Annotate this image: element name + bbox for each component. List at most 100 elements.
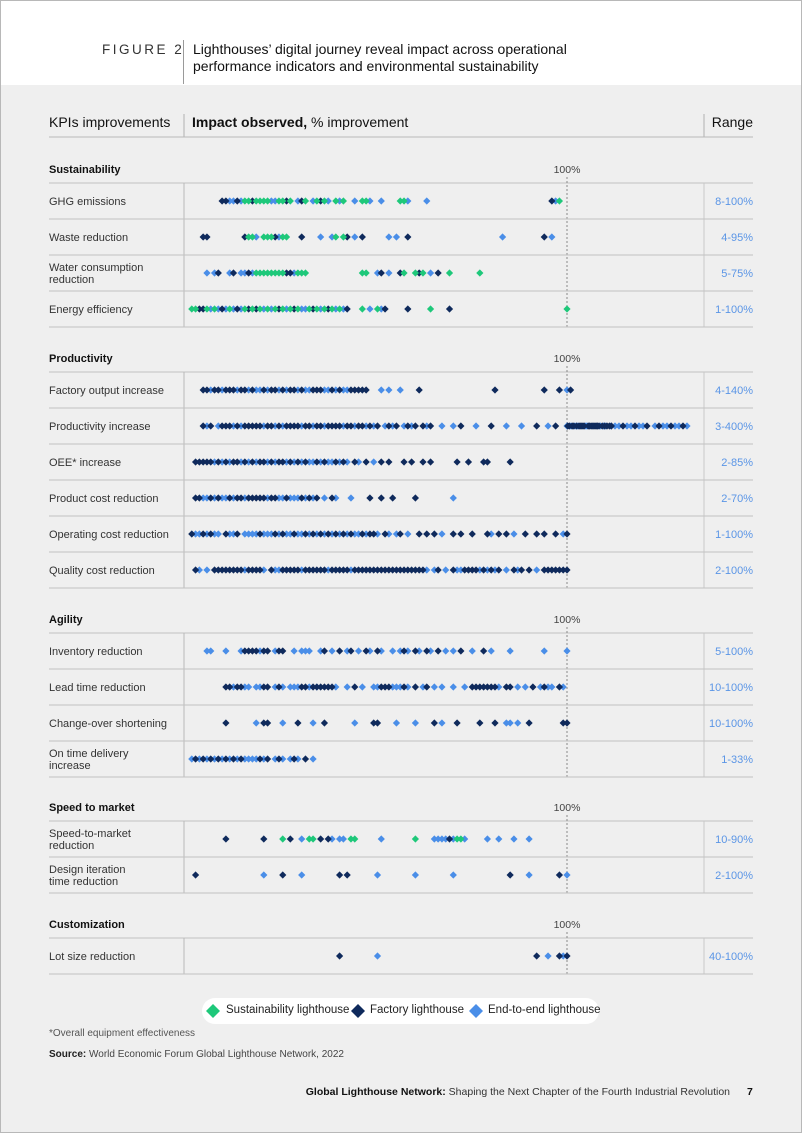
data-point-e2e <box>362 530 370 538</box>
data-point-sustainability <box>400 269 408 277</box>
data-point-factory <box>373 566 382 574</box>
source-label: Source: <box>49 1049 87 1060</box>
data-point-e2e <box>222 647 230 655</box>
data-point-factory <box>343 422 351 430</box>
data-point-factory <box>434 269 442 277</box>
data-point-factory <box>423 683 431 691</box>
data-point-sustainability <box>396 197 404 205</box>
data-point-factory <box>377 494 385 502</box>
data-point-sustainability <box>328 305 336 313</box>
data-point-factory <box>495 566 503 574</box>
data-point-e2e <box>506 719 514 727</box>
data-point-factory <box>237 683 245 691</box>
data-point-factory <box>313 566 321 574</box>
data-point-e2e <box>328 835 336 843</box>
data-point-sustainability <box>362 197 370 205</box>
data-point-e2e <box>438 422 446 430</box>
data-point-sustainability <box>286 197 294 205</box>
data-point-factory <box>282 197 291 205</box>
data-point-factory <box>408 458 416 466</box>
data-point-factory <box>199 305 207 313</box>
range-value: 40-100% <box>709 951 753 963</box>
data-point-factory <box>366 566 374 574</box>
data-point-factory <box>449 566 457 574</box>
data-point-factory <box>207 530 215 538</box>
data-point-e2e <box>279 422 287 430</box>
data-point-factory <box>555 683 564 691</box>
data-point-e2e <box>241 755 249 763</box>
data-point-factory <box>563 566 571 574</box>
data-point-sustainability <box>373 305 382 313</box>
data-point-e2e <box>343 647 351 655</box>
data-point-factory <box>309 305 317 313</box>
data-point-factory <box>286 269 294 277</box>
kpi-label: Energy efficiency <box>49 304 133 316</box>
data-point-e2e <box>675 422 683 430</box>
data-point-factory <box>233 197 241 205</box>
data-point-e2e <box>256 683 264 691</box>
data-point-factory <box>203 233 211 241</box>
data-point-sustainability <box>275 197 283 205</box>
data-point-factory <box>256 530 264 538</box>
data-point-sustainability <box>260 197 268 205</box>
data-point-sustainability <box>263 233 272 241</box>
data-point-factory <box>218 566 226 574</box>
data-point-factory <box>461 566 469 574</box>
data-point-e2e <box>218 494 226 502</box>
data-point-e2e <box>241 566 249 574</box>
data-point-factory <box>263 755 272 763</box>
data-point-e2e <box>203 494 211 502</box>
data-point-e2e <box>282 305 291 313</box>
data-point-factory <box>362 386 370 394</box>
range-value: 10-90% <box>715 834 753 846</box>
data-point-factory <box>241 647 249 655</box>
data-point-e2e <box>411 719 419 727</box>
data-point-e2e <box>453 566 461 574</box>
data-point-e2e <box>317 458 325 466</box>
data-point-factory <box>290 422 298 430</box>
data-point-sustainability <box>191 305 200 313</box>
data-point-factory <box>260 386 268 394</box>
data-point-e2e <box>351 530 359 538</box>
data-point-factory <box>491 683 499 691</box>
data-point-e2e <box>248 530 257 538</box>
data-point-factory <box>294 566 302 574</box>
data-point-factory <box>222 835 230 843</box>
data-point-factory <box>199 458 207 466</box>
data-point-factory <box>362 647 370 655</box>
data-point-e2e <box>252 386 260 394</box>
data-point-factory <box>256 458 264 466</box>
data-point-e2e <box>252 458 260 466</box>
data-point-e2e <box>502 422 510 430</box>
data-point-sustainability <box>210 305 219 313</box>
data-point-e2e <box>191 530 200 538</box>
data-point-sustainability <box>351 835 359 843</box>
page-footer: Global Lighthouse Network: Shaping the N… <box>306 1086 730 1098</box>
data-point-e2e <box>354 530 363 538</box>
data-point-sustainability <box>271 269 279 277</box>
data-point-factory <box>207 755 215 763</box>
data-point-factory <box>392 422 401 430</box>
data-point-e2e <box>392 530 401 538</box>
data-point-factory <box>366 494 374 502</box>
data-point-factory <box>445 305 454 313</box>
data-point-e2e <box>396 647 404 655</box>
data-point-e2e <box>377 386 385 394</box>
data-point-factory <box>199 530 207 538</box>
data-point-factory <box>267 494 275 502</box>
data-point-factory <box>381 683 389 691</box>
data-point-factory <box>229 755 238 763</box>
data-point-factory <box>286 422 294 430</box>
data-point-e2e <box>449 871 457 879</box>
data-point-e2e <box>317 305 325 313</box>
data-point-factory <box>336 871 344 879</box>
data-point-factory <box>385 566 393 574</box>
data-point-factory <box>419 422 427 430</box>
data-point-e2e <box>241 269 249 277</box>
data-point-factory <box>563 719 571 727</box>
data-point-e2e <box>332 683 340 691</box>
data-point-factory <box>332 530 340 538</box>
data-point-e2e <box>423 197 431 205</box>
data-point-factory <box>343 871 351 879</box>
data-point-e2e <box>430 835 438 843</box>
